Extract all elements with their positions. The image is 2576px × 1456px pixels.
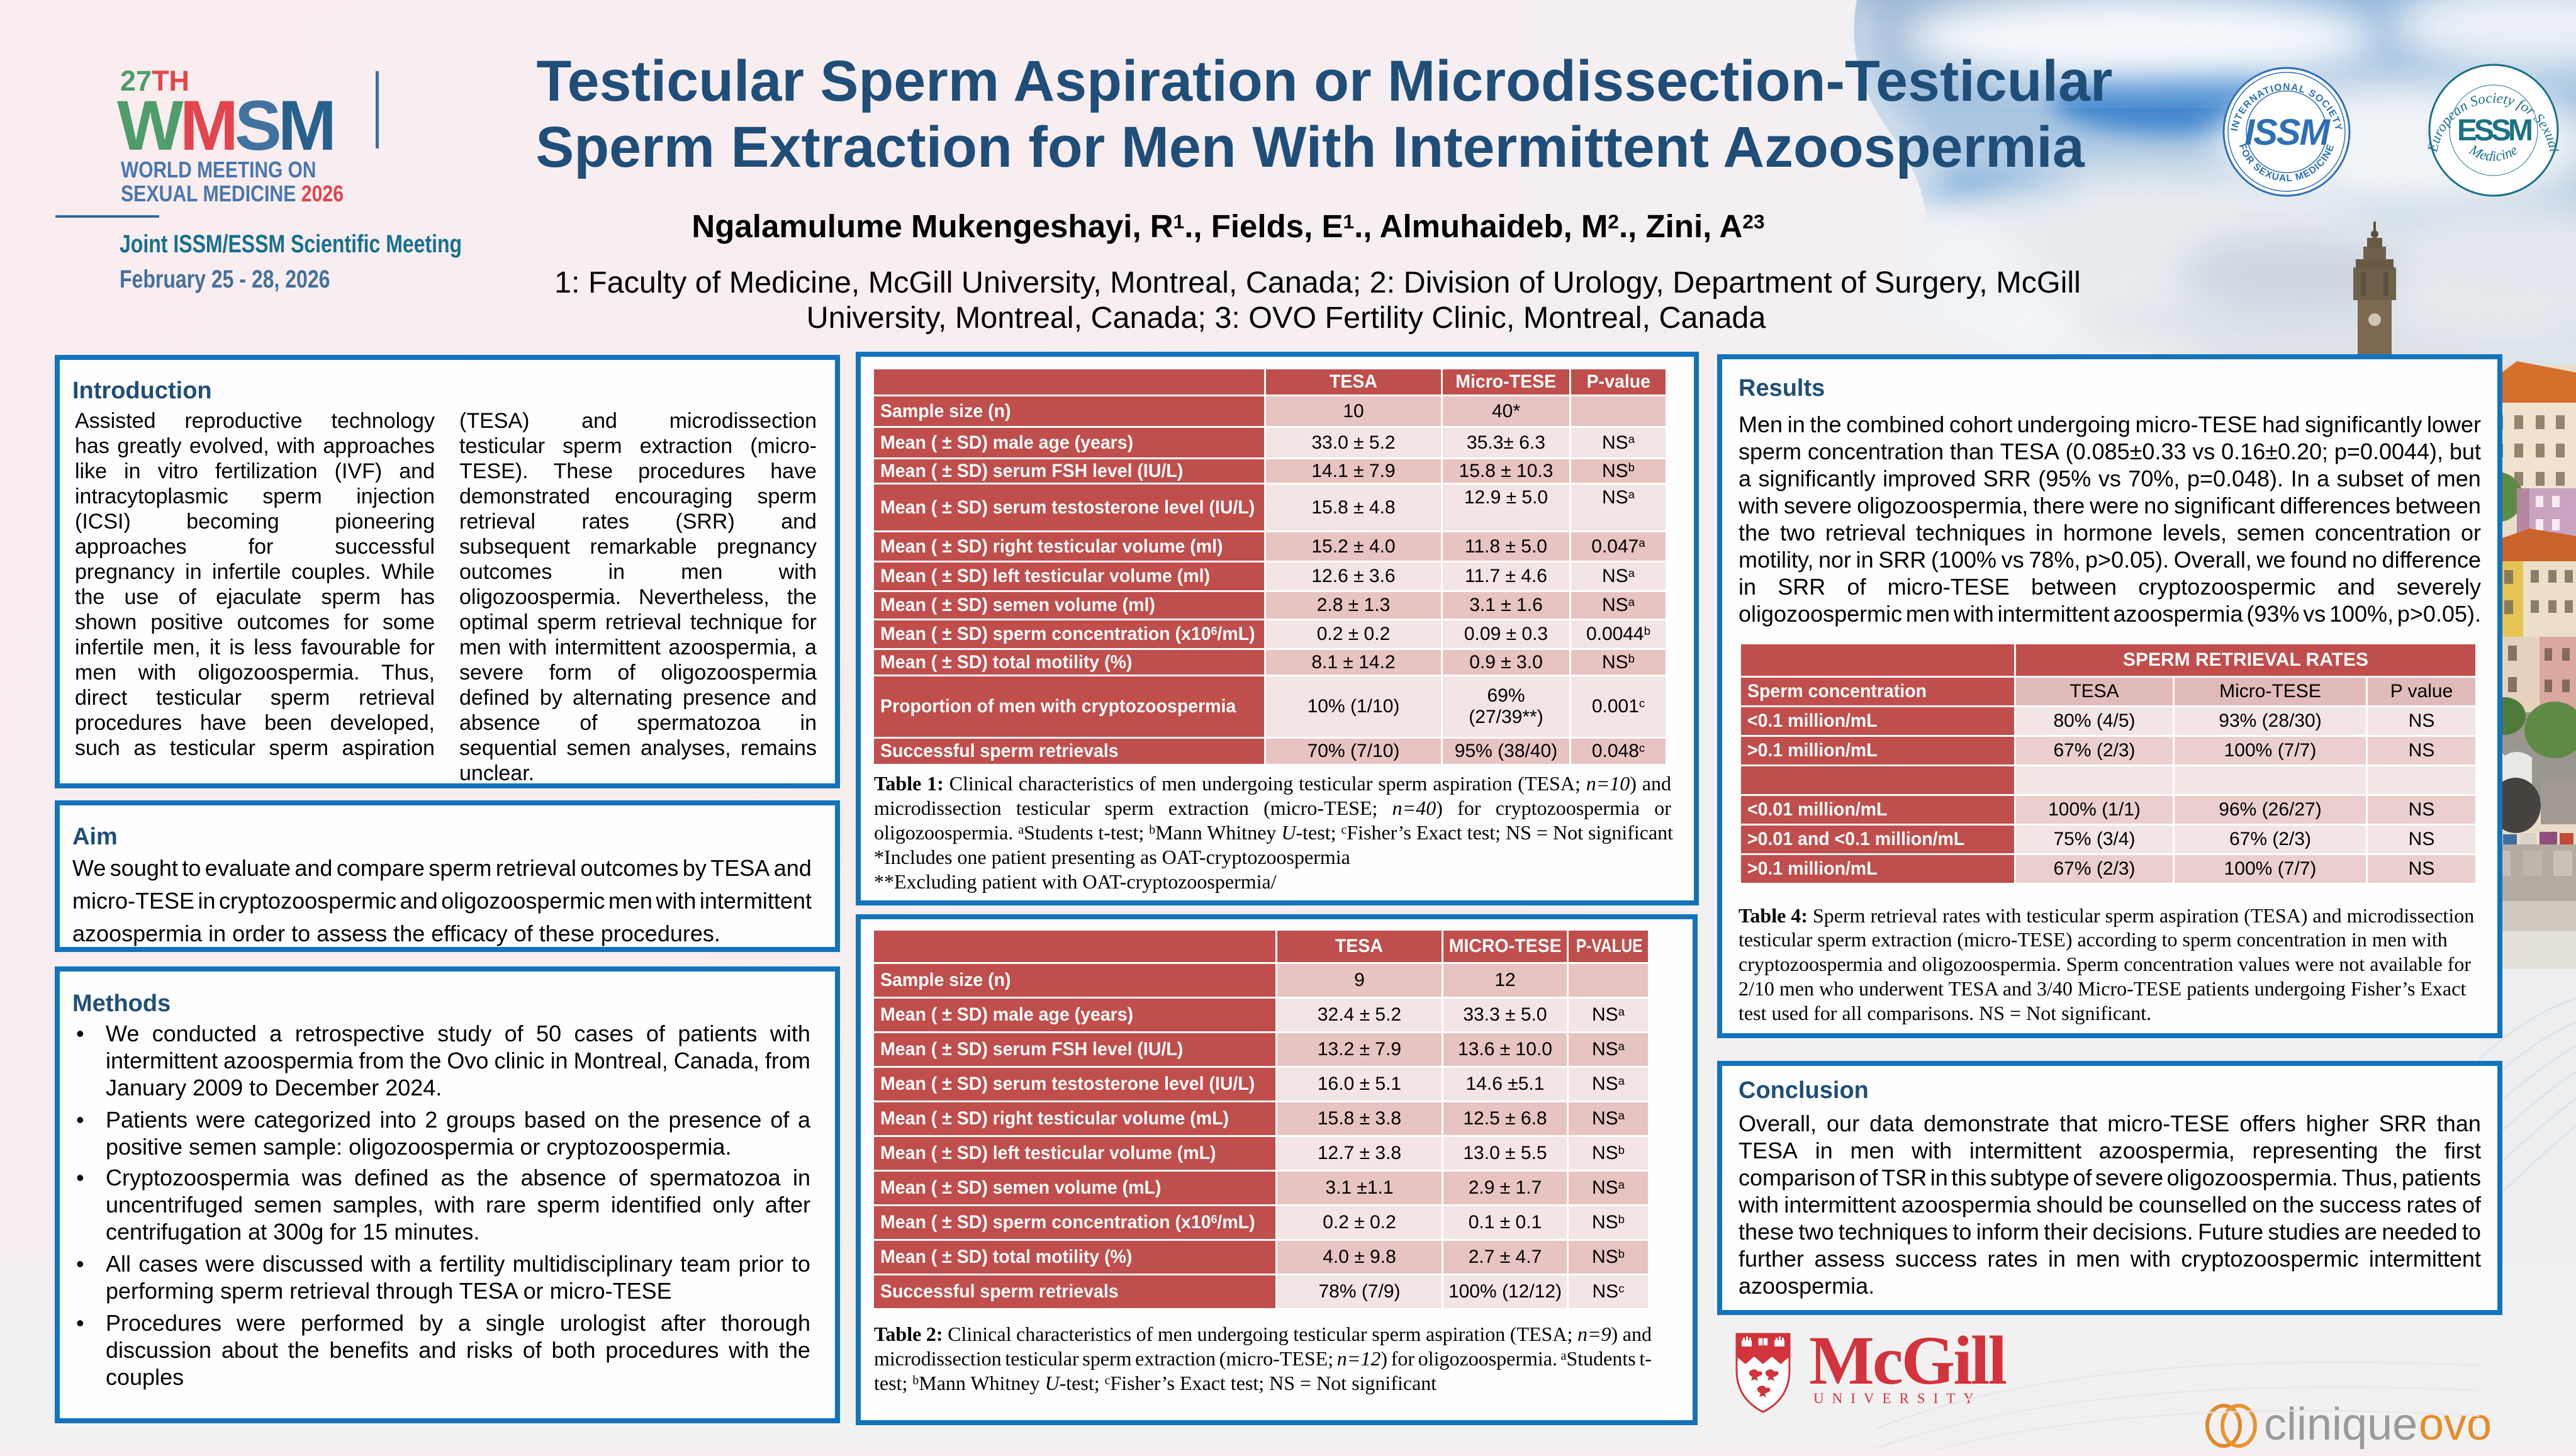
svg-text:ISSM: ISSM (2244, 112, 2331, 153)
svg-text:ovo: ovo (2419, 1399, 2492, 1450)
svg-text:clinique: clinique (2264, 1399, 2417, 1450)
svg-text:McGill: McGill (1809, 1333, 2006, 1399)
svg-text:ESSM: ESSM (2457, 114, 2531, 147)
svg-text:UNIVERSITY: UNIVERSITY (1813, 1391, 1982, 1406)
